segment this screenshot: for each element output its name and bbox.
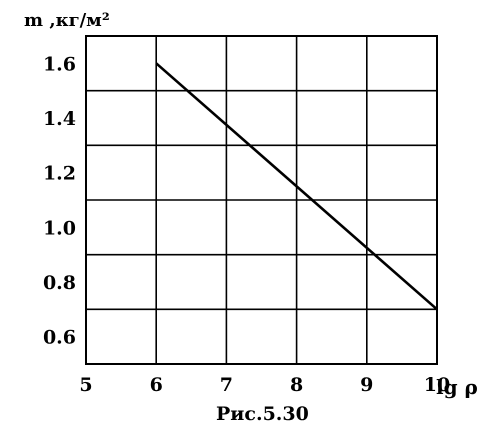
grid [86,36,437,364]
x-tick-label: 10 [424,374,450,396]
y-tick-label: 0.8 [43,272,76,294]
y-tick-label: 1.0 [43,217,76,239]
x-tick-label: 6 [150,374,163,396]
x-tick-label: 5 [79,374,92,396]
y-tick-label: 1.6 [43,53,76,75]
y-axis-label: m ,кг/м² [24,10,110,31]
x-tick-label: 9 [360,374,373,396]
plot-border [85,35,438,365]
y-tick-label: 0.6 [43,327,76,349]
x-tick-labels: 5 6 7 8 9 10 [79,374,450,396]
x-axis-label: lg ρ [436,375,478,399]
x-tick-label: 8 [290,374,303,396]
plot-frame [85,35,438,365]
x-tick-label: 7 [220,374,233,396]
y-tick-label: 1.4 [43,108,76,130]
series-line [155,62,438,311]
series-layer [155,62,438,311]
figure-caption: Рис.5.30 [216,403,309,425]
y-tick-label: 1.2 [43,163,76,185]
y-tick-labels: 0.6 0.8 1.0 1.2 1.4 1.6 [43,53,76,348]
